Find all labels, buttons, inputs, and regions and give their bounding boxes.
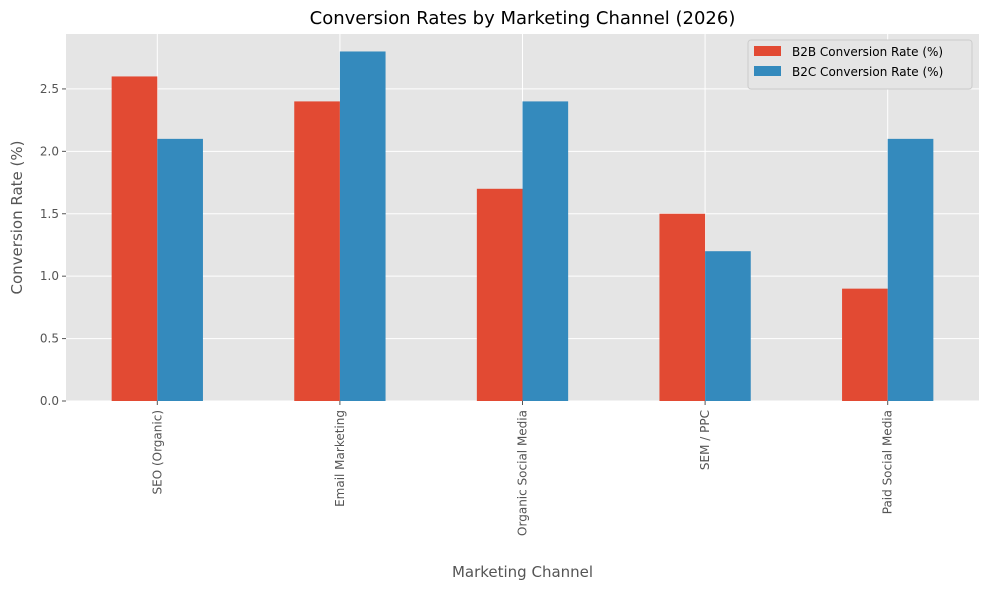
y-tick-label: 0.5 [40,332,59,346]
bar-b2b [111,76,158,402]
bar-b2b [842,288,888,401]
x-axis-label: Marketing Channel [452,563,593,581]
bar-b2c [887,138,934,401]
legend-swatch-b2c [754,66,781,76]
y-tick-label: 2.5 [40,82,59,96]
x-tick-label: Paid Social Media [881,410,895,514]
bars [111,51,934,402]
legend-swatch-b2b [754,46,781,56]
bar-b2b [659,213,706,401]
bar-b2c [522,101,569,401]
y-tick-label: 1.5 [40,207,59,221]
bar-b2c [705,251,751,401]
y-tick-label: 2.0 [40,144,59,158]
y-tick-label: 1.0 [40,269,59,283]
legend: B2B Conversion Rate (%) B2C Conversion R… [747,39,973,90]
x-tick-label: Email Marketing [333,410,347,507]
legend-label-b2b: B2B Conversion Rate (%) [792,45,943,59]
x-tick-label: SEM / PPC [698,410,712,470]
x-tick-label: Organic Social Media [516,410,530,536]
x-axis-ticks: SEO (Organic) Email Marketing Organic Soci… [150,401,895,536]
bar-b2b [294,101,340,401]
y-axis-label: Conversion Rate (%) [8,141,26,295]
y-tick-label: 0.0 [40,394,59,408]
bar-b2c [339,51,386,401]
legend-box [747,39,973,90]
legend-label-b2c: B2C Conversion Rate (%) [792,65,943,79]
y-axis-ticks: 0.0 0.5 1.0 1.5 2.0 2.5 [40,82,66,408]
x-tick-label: SEO (Organic) [150,410,164,495]
chart-title: Conversion Rates by Marketing Channel (2… [310,8,736,29]
bar-b2b [476,188,523,401]
bar-b2c [157,138,203,401]
